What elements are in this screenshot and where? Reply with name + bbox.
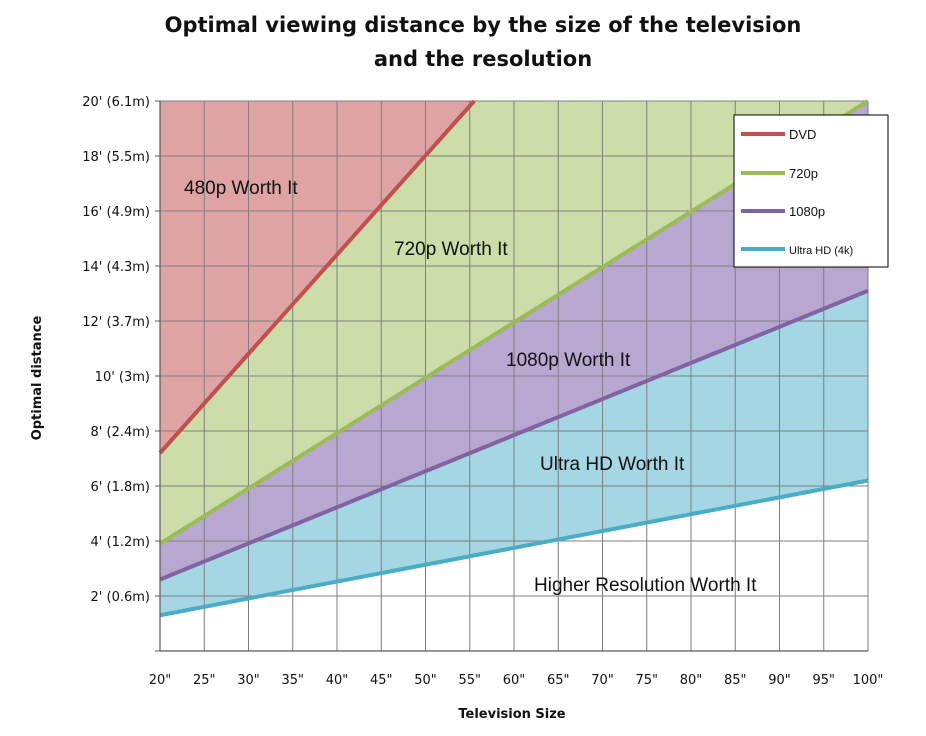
region-label-480p: 480p Worth It: [184, 178, 298, 199]
series-line-dvd: [158, 99, 476, 455]
region-label-1080p: 1080p Worth It: [506, 350, 631, 371]
y-tick-label: 12' (3.7m): [82, 315, 150, 330]
y-tick-label: 8' (2.4m): [91, 425, 150, 440]
legend-label-1080p: 1080p: [789, 204, 825, 219]
x-tick-label: 35": [281, 673, 304, 688]
series-line-1080p: [159, 288, 869, 582]
y-tick-label: 4' (1.2m): [91, 535, 150, 550]
region-label-720p: 720p Worth It: [394, 239, 508, 260]
chart-title-line2: and the resolution: [374, 47, 592, 71]
region-label-higher-resolution: Higher Resolution Worth It: [534, 575, 757, 596]
y-axis-label: Optimal distance: [30, 316, 45, 441]
x-tick-label: 65": [547, 673, 570, 688]
y-tick-labels: 2' (0.6m) 4' (1.2m) 6' (1.8m) 8' (2.4m) 10' …: [82, 95, 150, 605]
x-tick-label: 40": [326, 673, 349, 688]
x-tick-label: 90": [768, 673, 791, 688]
y-tick-label: 6' (1.8m): [91, 480, 150, 495]
legend: DVD 720p 1080p Ultra HD (4k): [733, 114, 889, 268]
y-tick-label: 16' (4.9m): [82, 205, 150, 220]
y-tick-label: 20' (6.1m): [82, 95, 150, 110]
region-label-ultra-hd: Ultra HD Worth It: [540, 454, 685, 475]
x-tick-label: 45": [370, 673, 393, 688]
legend-label-dvd: DVD: [789, 127, 816, 142]
series-line-ultra-hd-4k: [159, 478, 869, 618]
legend-label-ultra-hd: Ultra HD (4k): [789, 245, 853, 257]
y-tick-label: 2' (0.6m): [91, 590, 150, 605]
x-tick-label: 30": [237, 673, 260, 688]
y-tick-label: 10' (3m): [95, 370, 150, 385]
x-tick-label: 50": [414, 673, 437, 688]
legend-box: [733, 114, 889, 268]
y-tick-label: 14' (4.3m): [82, 260, 150, 275]
x-axis-label: Television Size: [458, 707, 565, 722]
axes: [155, 100, 868, 652]
legend-label-720p: 720p: [789, 166, 818, 181]
x-tick-label: 25": [193, 673, 216, 688]
x-tick-label: 85": [724, 673, 747, 688]
x-tick-label: 95": [812, 673, 835, 688]
x-tick-label: 80": [680, 673, 703, 688]
x-tick-label: 100": [853, 673, 884, 688]
x-tick-label: 20": [149, 673, 172, 688]
x-tick-labels: 20" 25" 30" 35" 40" 45" 50" 55" 60" 65" 70" 75" 80" 8…: [149, 673, 884, 688]
chart-title-line1: Optimal viewing distance by the size of …: [165, 13, 802, 37]
x-tick-label: 70": [591, 673, 614, 688]
x-tick-label: 60": [503, 673, 526, 688]
x-tick-label: 75": [635, 673, 658, 688]
x-tick-label: 55": [458, 673, 481, 688]
y-tick-label: 18' (5.5m): [82, 150, 150, 165]
